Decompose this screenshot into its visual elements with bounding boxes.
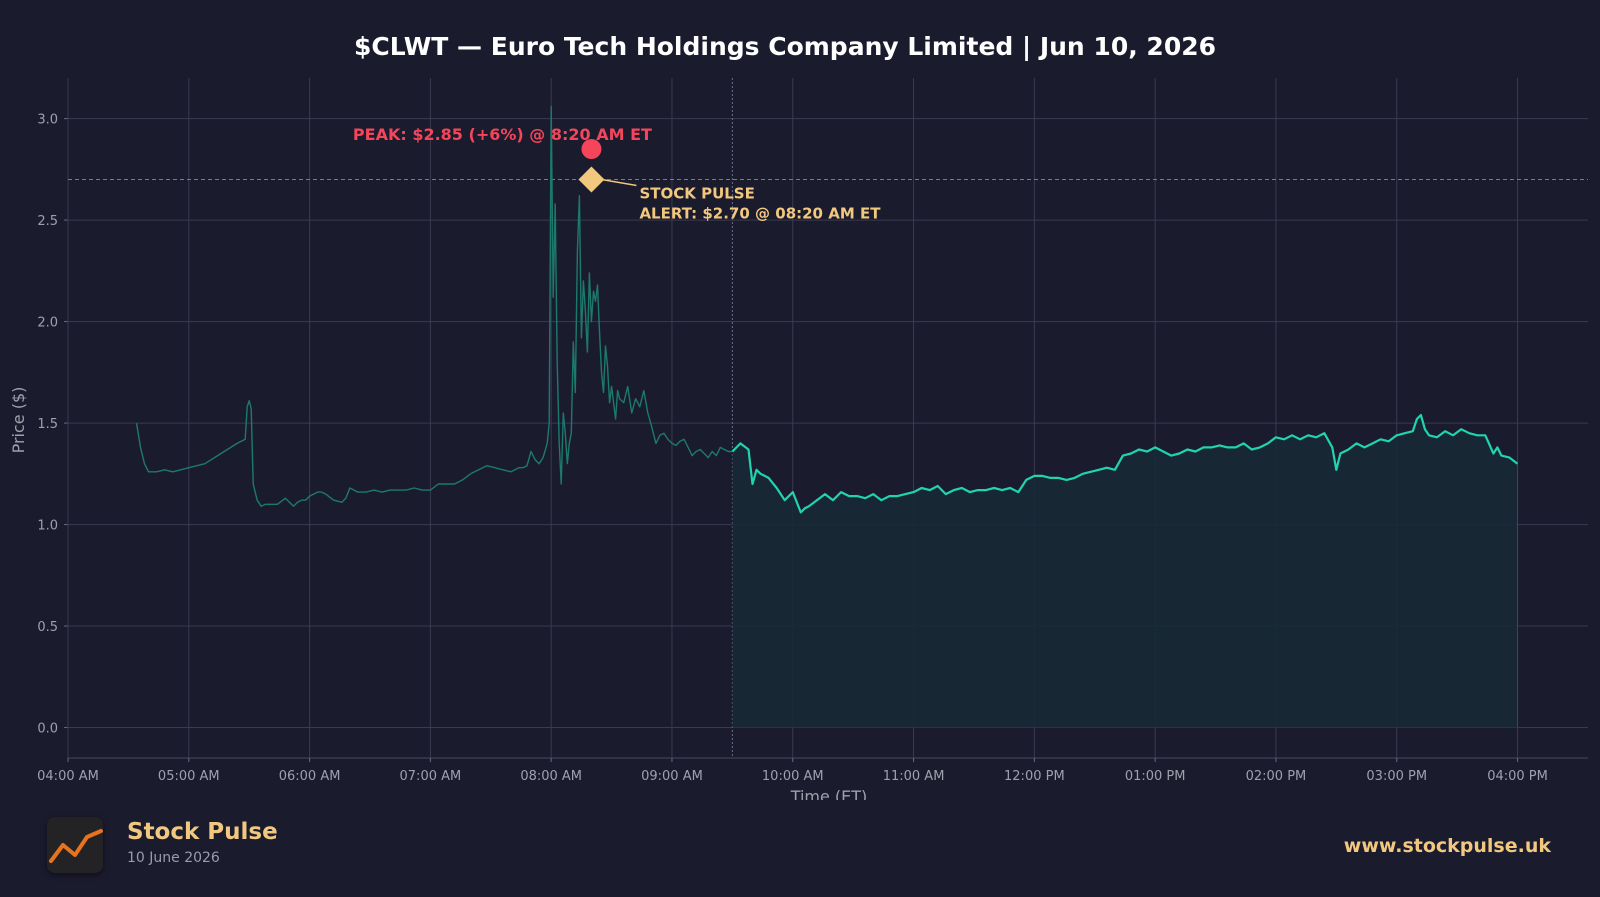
x-tick-label: 09:00 AM bbox=[641, 769, 703, 784]
trend-line-icon bbox=[49, 829, 103, 863]
y-tick-label: 3.0 bbox=[37, 113, 58, 128]
footer: Stock Pulse 10 June 2026 www.stockpulse.… bbox=[0, 797, 1600, 897]
website-link[interactable]: www.stockpulse.uk bbox=[1343, 835, 1551, 857]
x-tick-label: 04:00 AM bbox=[37, 769, 99, 784]
alert-label-line2: ALERT: $2.70 @ 08:20 AM ET bbox=[639, 204, 881, 222]
peak-label: PEAK: $2.85 (+6%) @ 8:20 AM ET bbox=[353, 125, 652, 144]
x-tick-label: 05:00 AM bbox=[158, 769, 220, 784]
regular-session-line bbox=[731, 413, 1519, 514]
x-tick-label: 10:00 AM bbox=[762, 769, 824, 784]
x-tick-label: 07:00 AM bbox=[400, 769, 462, 784]
alert-marker bbox=[578, 166, 605, 193]
x-tick-label: 03:00 PM bbox=[1366, 769, 1427, 784]
x-tick-label: 08:00 AM bbox=[520, 769, 582, 784]
y-tick-label: 1.0 bbox=[37, 519, 58, 534]
x-tick-label: 06:00 AM bbox=[279, 769, 341, 784]
x-tick-label: 04:00 PM bbox=[1487, 769, 1548, 784]
premarket-line bbox=[135, 105, 733, 507]
brand-name: Stock Pulse bbox=[127, 819, 278, 845]
alert-connector bbox=[601, 178, 637, 187]
chart-title: $CLWT — Euro Tech Holdings Company Limit… bbox=[354, 32, 1216, 61]
x-axis-label: Time (ET) bbox=[790, 787, 868, 800]
x-tick-label: 11:00 AM bbox=[883, 769, 945, 784]
alert-label-line1: STOCK PULSE bbox=[639, 184, 754, 202]
brand-date: 10 June 2026 bbox=[127, 850, 220, 866]
peak-marker bbox=[581, 139, 602, 160]
x-tick-label: 02:00 PM bbox=[1246, 769, 1307, 784]
price-chart: $CLWT — Euro Tech Holdings Company Limit… bbox=[9, 32, 1588, 800]
stock-pulse-logo bbox=[47, 817, 103, 873]
plot-area: 0.0 0.5 1.0 1.5 2.0 2.5 3.0 04:00 AM 05:00 AM 06:… bbox=[37, 78, 1588, 784]
x-tick-label: 12:00 PM bbox=[1004, 769, 1065, 784]
y-tick-label: 1.5 bbox=[37, 417, 58, 432]
y-tick-label: 2.5 bbox=[37, 214, 58, 229]
y-tick-label: 2.0 bbox=[37, 316, 58, 331]
regular-session-fill bbox=[732, 415, 1518, 728]
y-tick-label: 0.0 bbox=[37, 722, 58, 737]
y-tick-label: 0.5 bbox=[37, 620, 58, 635]
y-axis-label: Price ($) bbox=[9, 387, 28, 454]
x-tick-label: 01:00 PM bbox=[1125, 769, 1186, 784]
